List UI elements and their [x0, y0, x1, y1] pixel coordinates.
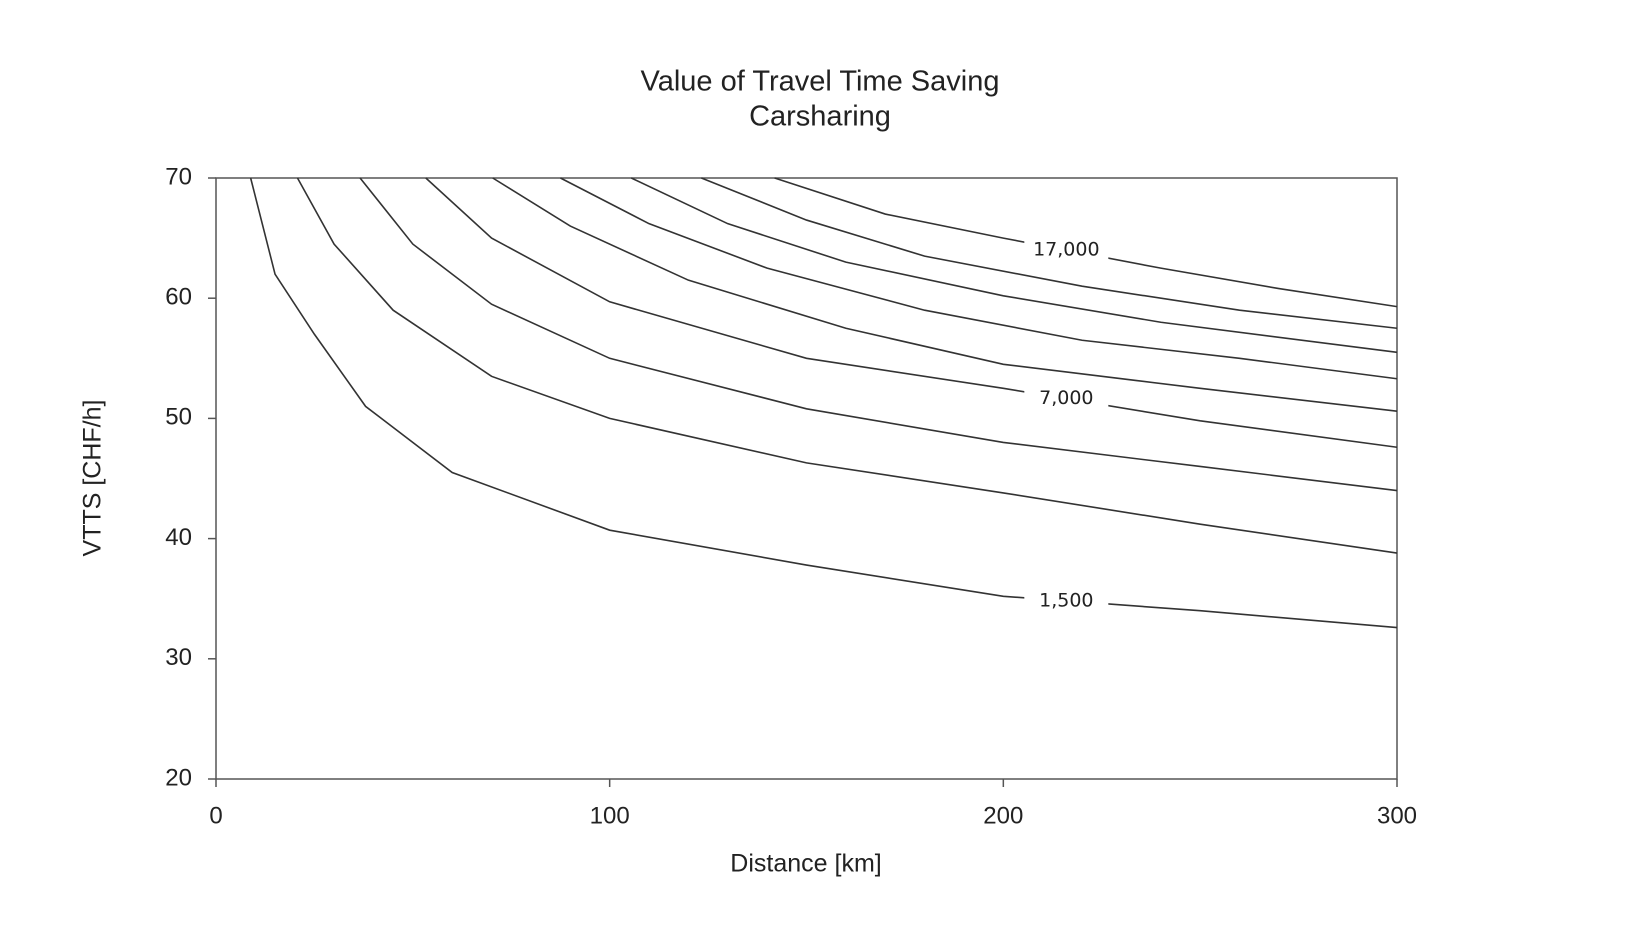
contour-label: 17,000: [1033, 239, 1099, 261]
chart-subtitle: Carsharing: [749, 101, 891, 133]
contour-label: 1,500: [1039, 589, 1093, 611]
x-axis-label: Distance [km]: [730, 850, 881, 878]
plot-frame: [215, 177, 1398, 780]
contour-line: [630, 177, 1398, 354]
contour-label-bg: [1024, 384, 1109, 413]
contour-line: [296, 177, 1398, 554]
y-tick-label: 30: [165, 644, 192, 671]
contour-label: 7,000: [1039, 387, 1093, 409]
contour-line: [425, 177, 1398, 449]
contour-line: [359, 177, 1398, 492]
y-tick-label: 20: [165, 764, 192, 791]
contour-line: [701, 177, 1398, 330]
contour-label-bg: [1024, 586, 1109, 615]
contour-line: [492, 177, 1398, 412]
y-tick-label: 60: [165, 284, 192, 311]
x-tick-label: 0: [209, 802, 222, 829]
contour-line: [249, 177, 1398, 629]
x-tick-label: 300: [1377, 802, 1417, 829]
y-tick-label: 50: [165, 404, 192, 431]
chart-title: Value of Travel Time Saving: [641, 66, 1000, 98]
y-tick-label: 40: [165, 524, 192, 551]
contour-label-bg: [1024, 236, 1109, 265]
x-tick-label: 200: [983, 802, 1023, 829]
y-axis-label: VTTS [CHF/h]: [79, 400, 107, 557]
y-tick-label: 70: [165, 163, 192, 190]
contour-line: [560, 177, 1398, 380]
x-tick-label: 100: [590, 802, 630, 829]
